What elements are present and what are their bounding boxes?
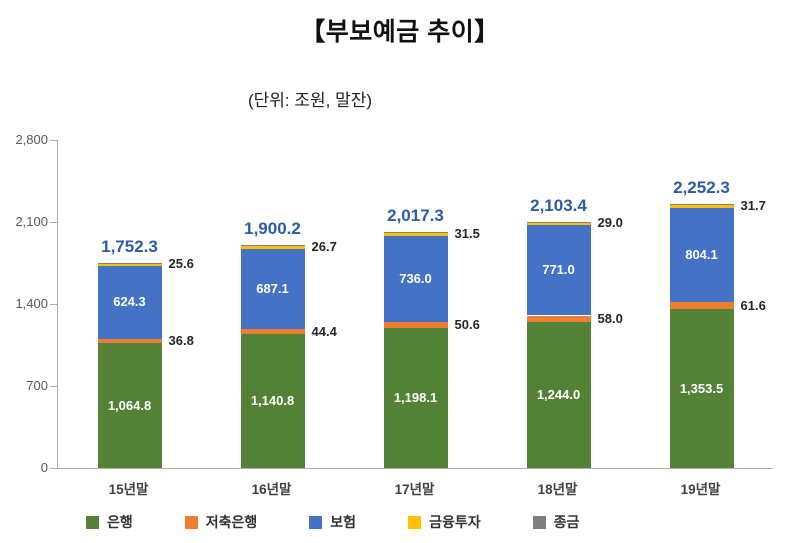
- bar-segment-보험: [383, 235, 448, 322]
- value-label-보험: 771.0: [542, 262, 575, 278]
- x-category-label: 16년말: [251, 482, 292, 497]
- value-label-은행: 1,244.0: [536, 387, 581, 403]
- value-label-은행: 1,353.5: [679, 380, 724, 396]
- y-tick-mark: [50, 139, 58, 141]
- value-label-저축은행: 50.6: [454, 316, 480, 332]
- bar-segment-금융투자: [669, 204, 734, 209]
- value-label-보험: 687.1: [256, 280, 289, 296]
- bar-segment-금융투자: [240, 245, 305, 249]
- value-label-보험: 736.0: [399, 270, 432, 286]
- legend-swatch-은행: [86, 515, 99, 529]
- value-label-저축은행: 58.0: [597, 310, 623, 326]
- plot-area: 1,064.8 36.8 624.3 25.6 1,752.3 1,140.8 44.4 68…: [50, 139, 773, 469]
- total-label: 1,900.2: [244, 219, 301, 239]
- x-category-label: 17년말: [394, 482, 435, 497]
- value-label-금융투자: 29.0: [597, 215, 623, 231]
- value-label-금융투자: 31.7: [740, 198, 766, 214]
- y-tick-label: 1,400: [15, 296, 48, 311]
- bar-segment-보험: [97, 265, 162, 339]
- bar-segment-금융투자: [97, 262, 162, 266]
- legend-item-종금: 종금: [532, 512, 580, 532]
- legend-swatch-저축은행: [184, 515, 198, 529]
- legend: 은행 저축은행 보험 금융투자 종금: [86, 512, 579, 532]
- y-tick-label: 0: [40, 460, 48, 475]
- bar-segment-저축은행: [383, 321, 448, 328]
- total-label: 2,103.4: [530, 195, 587, 215]
- legend-item-저축은행: 저축은행: [184, 512, 258, 532]
- legend-swatch-보험: [309, 515, 323, 529]
- bar-segment-보험: [240, 248, 305, 330]
- legend-swatch-금융투자: [408, 515, 422, 529]
- bar-segment-은행: [97, 343, 162, 468]
- legend-item-금융투자: 금융투자: [408, 512, 481, 532]
- y-tick-mark: [50, 385, 58, 387]
- value-label-은행: 1,064.8: [107, 397, 152, 413]
- value-label-금융투자: 26.7: [311, 239, 337, 255]
- bar-segment-금융투자: [526, 221, 591, 226]
- value-label-은행: 1,140.8: [250, 393, 295, 409]
- bar-segment-저축은행: [669, 302, 734, 310]
- y-axis: 0 700 1,400 2,100 2,800: [0, 132, 48, 475]
- bar-segment-은행: [383, 327, 448, 468]
- y-tick-mark: [50, 303, 58, 305]
- x-category-label: 18년말: [537, 482, 578, 497]
- y-tick-mark: [50, 221, 58, 223]
- x-category-label: 19년말: [680, 482, 721, 497]
- legend-label-저축은행: 저축은행: [205, 514, 258, 530]
- value-label-은행: 1,198.1: [393, 389, 438, 405]
- y-tick-label: 2,100: [15, 214, 48, 229]
- x-category-label: 15년말: [108, 482, 149, 497]
- legend-label-보험: 보험: [330, 514, 357, 530]
- bar-segment-은행: [240, 334, 305, 468]
- chart-title: 【부보예금 추이】: [300, 18, 500, 46]
- y-tick-label: 700: [26, 378, 48, 393]
- legend-item-보험: 보험: [309, 512, 356, 532]
- value-label-금융투자: 31.5: [454, 225, 480, 241]
- bar-segment-저축은행: [526, 315, 591, 323]
- value-label-저축은행: 44.4: [311, 323, 337, 339]
- value-label-보험: 804.1: [685, 247, 718, 263]
- bar-segment-은행: [526, 322, 591, 468]
- legend-swatch-종금: [532, 515, 546, 529]
- value-label-보험: 624.3: [113, 294, 146, 310]
- bar-segment-보험: [669, 208, 734, 303]
- value-label-저축은행: 36.8: [168, 333, 194, 349]
- bar-segment-보험: [526, 225, 591, 316]
- legend-item-은행: 은행: [86, 512, 133, 532]
- y-tick-mark: [50, 467, 58, 469]
- bar-segment-저축은행: [240, 329, 305, 335]
- total-label: 1,752.3: [101, 236, 158, 256]
- legend-label-은행: 은행: [107, 514, 133, 530]
- value-label-저축은행: 61.6: [740, 297, 766, 313]
- value-label-금융투자: 25.6: [168, 256, 194, 272]
- y-tick-label: 2,800: [15, 132, 48, 147]
- bar-segment-은행: [669, 309, 734, 468]
- chart-unit-note: (단위: 조원, 말잔): [247, 91, 373, 110]
- bar-segment-저축은행: [97, 338, 162, 344]
- x-axis: 15년말 16년말 17년말 18년말 19년말: [57, 474, 772, 497]
- legend-label-종금: 종금: [553, 514, 580, 530]
- bar-segment-금융투자: [383, 231, 448, 236]
- legend-label-금융투자: 금융투자: [429, 514, 481, 530]
- total-label: 2,252.3: [673, 178, 730, 198]
- total-label: 2,017.3: [387, 205, 444, 225]
